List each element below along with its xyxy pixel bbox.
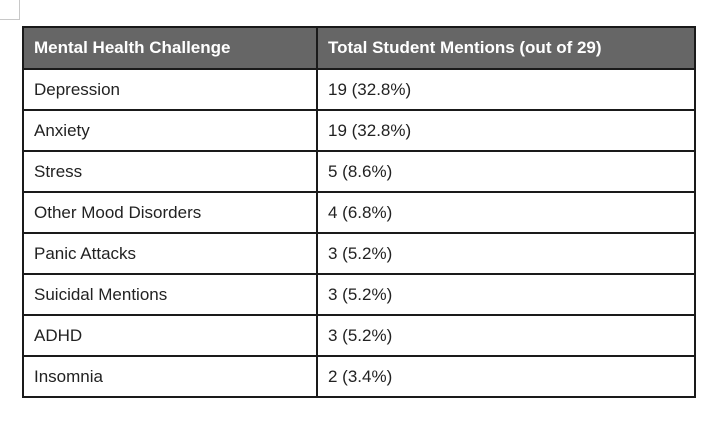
table-header-row: Mental Health Challenge Total Student Me… — [22, 26, 696, 70]
mentions-cell: 3 (5.2%) — [316, 273, 696, 316]
challenge-cell: Panic Attacks — [22, 232, 318, 275]
table-row: Depression 19 (32.8%) — [22, 68, 696, 111]
table-row: Other Mood Disorders 4 (6.8%) — [22, 191, 696, 234]
challenge-cell: Anxiety — [22, 109, 318, 152]
table-row: ADHD 3 (5.2%) — [22, 314, 696, 357]
mentions-cell: 19 (32.8%) — [316, 68, 696, 111]
mentions-cell: 3 (5.2%) — [316, 314, 696, 357]
table-row: Suicidal Mentions 3 (5.2%) — [22, 273, 696, 316]
page-corner-mark — [0, 0, 20, 20]
column-header-challenge: Mental Health Challenge — [22, 26, 318, 70]
challenge-cell: Stress — [22, 150, 318, 193]
challenge-cell: ADHD — [22, 314, 318, 357]
challenge-cell: Other Mood Disorders — [22, 191, 318, 234]
table-row: Anxiety 19 (32.8%) — [22, 109, 696, 152]
table-row: Stress 5 (8.6%) — [22, 150, 696, 193]
mentions-cell: 5 (8.6%) — [316, 150, 696, 193]
mentions-cell: 4 (6.8%) — [316, 191, 696, 234]
challenge-cell: Depression — [22, 68, 318, 111]
mental-health-table: Mental Health Challenge Total Student Me… — [22, 26, 696, 398]
column-header-mentions: Total Student Mentions (out of 29) — [316, 26, 696, 70]
table-row: Insomnia 2 (3.4%) — [22, 355, 696, 398]
mentions-cell: 19 (32.8%) — [316, 109, 696, 152]
table-row: Panic Attacks 3 (5.2%) — [22, 232, 696, 275]
mentions-cell: 2 (3.4%) — [316, 355, 696, 398]
challenge-cell: Insomnia — [22, 355, 318, 398]
challenge-cell: Suicidal Mentions — [22, 273, 318, 316]
mentions-cell: 3 (5.2%) — [316, 232, 696, 275]
